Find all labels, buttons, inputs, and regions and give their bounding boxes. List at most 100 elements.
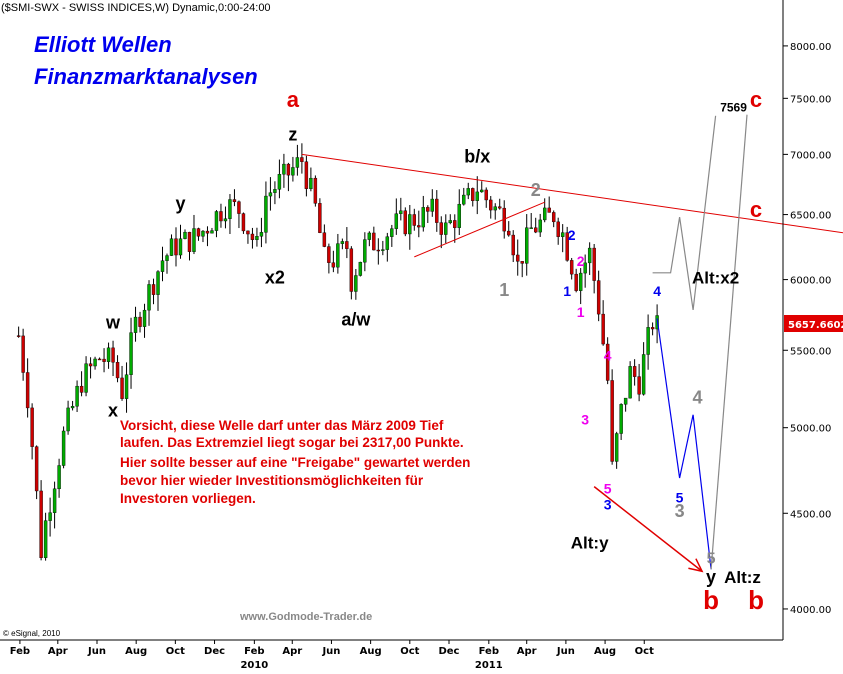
candle-body <box>25 372 30 409</box>
candle-body <box>650 327 655 330</box>
candle-body <box>596 280 601 315</box>
wave-label: 5 <box>604 481 612 497</box>
wave-label: 4 <box>693 388 703 408</box>
candle-body <box>106 347 111 362</box>
candle-body <box>556 221 560 237</box>
candle-body <box>569 260 574 275</box>
wave-label: 4 <box>604 348 612 364</box>
candle-body <box>439 222 443 235</box>
candle-body <box>583 262 587 274</box>
candle-body <box>142 309 147 327</box>
candle-body <box>525 227 529 264</box>
x-year-label: 2011 <box>475 660 503 671</box>
wave-label: z <box>288 125 297 145</box>
candle-body <box>592 247 596 281</box>
candle-body <box>534 227 538 233</box>
warning-line-3: Hier sollte besser auf eine "Freigabe" g… <box>120 455 470 470</box>
candle-body <box>205 230 210 234</box>
candle-body <box>151 284 156 295</box>
candle-body <box>241 213 246 232</box>
candle-body <box>529 227 533 229</box>
candle-body <box>93 358 97 367</box>
candle-body <box>480 189 484 193</box>
wave-label: a <box>287 87 300 112</box>
candle-body <box>250 233 255 240</box>
candle-body <box>214 211 219 231</box>
candle-body <box>457 203 461 228</box>
trendlines-and-projections <box>301 114 843 573</box>
y-tick-label: 4500.00 <box>790 509 831 520</box>
candle-body <box>390 228 394 237</box>
wave-label: w <box>105 312 121 332</box>
candle-body <box>336 243 340 268</box>
candle-body <box>286 163 291 176</box>
x-tick-label: Feb <box>479 646 499 657</box>
candle-body <box>372 232 376 251</box>
trendline-lower <box>414 201 545 258</box>
candle-body <box>304 161 309 189</box>
candle-body <box>376 249 381 252</box>
candle-body <box>367 232 372 240</box>
candle-body <box>192 228 196 252</box>
title-line-2: Finanzmarktanalysen <box>34 64 258 89</box>
candle-body <box>516 254 520 262</box>
candle-body <box>246 230 250 235</box>
candle-body <box>255 236 259 240</box>
candle-body <box>43 520 48 558</box>
candle-body <box>417 225 421 228</box>
candle-body <box>21 335 25 373</box>
wave-label: Alt:z <box>724 568 761 587</box>
candle-body <box>394 213 399 229</box>
candle-body <box>565 232 569 261</box>
candle-body <box>120 377 124 399</box>
candle-body <box>538 219 542 233</box>
candle-body <box>174 238 178 256</box>
candle-body <box>291 167 295 176</box>
wave-label: 5 <box>707 551 716 568</box>
candle-body <box>489 199 493 211</box>
candle-body <box>52 488 57 513</box>
y-tick-label: 6500.00 <box>790 211 831 222</box>
candle-body <box>232 199 237 202</box>
candle-body <box>282 163 286 175</box>
candle-body <box>187 231 192 252</box>
candle-body <box>408 214 412 235</box>
wave-label: c <box>750 87 762 112</box>
candle-body <box>75 385 79 407</box>
projection-gray-path-1 <box>652 115 717 310</box>
candle-body <box>605 343 610 381</box>
candle-body <box>273 189 277 193</box>
candle-body <box>520 261 524 264</box>
candle-body <box>102 358 106 362</box>
y-tick-label: 5500.00 <box>790 346 831 357</box>
candle-body <box>196 228 201 237</box>
arrow-head <box>688 558 704 573</box>
y-tick-label: 7000.00 <box>790 150 831 161</box>
candle-body <box>484 189 488 201</box>
candle-body <box>84 363 88 393</box>
candle-body <box>466 188 470 196</box>
candle-body <box>542 207 547 221</box>
candle-body <box>507 230 511 236</box>
y-tick-label: 4000.00 <box>790 605 831 616</box>
candle-body <box>340 241 345 244</box>
candle-body <box>313 177 318 204</box>
projection-gray-path-2 <box>710 114 748 570</box>
title-line-1: Elliott Wellen <box>34 32 172 57</box>
candle-body <box>300 157 304 162</box>
candle-body <box>619 404 623 434</box>
candle-body <box>138 316 142 327</box>
last-price-tag: 5657.6602 <box>784 315 843 332</box>
wave-label: 1 <box>577 304 585 320</box>
warning-line-4: bevor hier wieder Investitionsmöglichkei… <box>120 473 424 488</box>
wave-label: 2 <box>577 253 585 269</box>
candle-body <box>632 366 637 377</box>
candle-body <box>587 247 592 264</box>
wave-label: x <box>108 400 118 420</box>
candle-body <box>259 232 264 237</box>
candle-body <box>178 238 183 256</box>
candle-body <box>399 210 403 214</box>
candle-body <box>201 230 205 237</box>
projection-blue-path <box>656 318 712 570</box>
candle-body <box>435 198 439 223</box>
